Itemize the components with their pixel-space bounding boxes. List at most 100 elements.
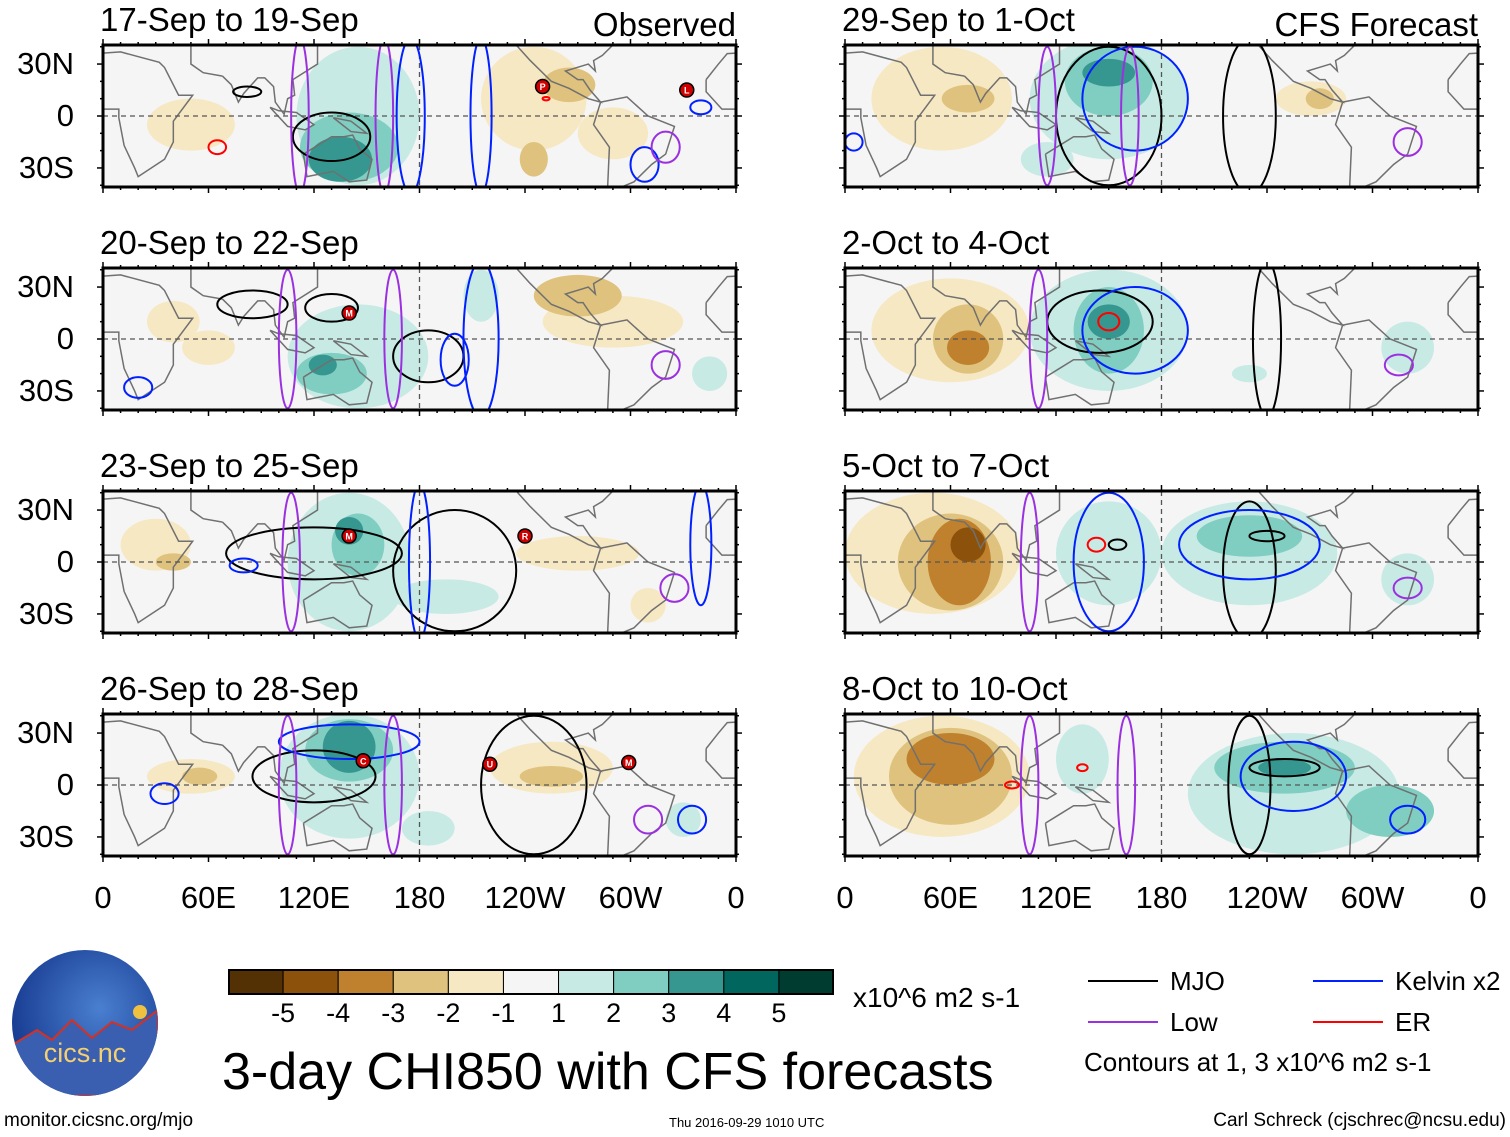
lon-tick-label: 120W [484,880,566,915]
colorbar-swatch [668,969,725,995]
coastline [845,720,937,847]
anomaly-shading [1346,785,1435,837]
lon-tick-label: 180 [1135,880,1188,915]
mjo-contour [304,292,359,323]
colorbar-label: 4 [716,998,732,1028]
storm-letter: M [625,758,633,768]
lat-tick-label: 0 [56,321,74,356]
legend-label: Low [1170,1007,1218,1037]
legend-line-low [1088,1021,1158,1023]
anomaly-shading [182,767,218,785]
lon-tick-label: 0 [836,880,854,915]
anomaly-shading [463,269,499,322]
lat-tick-label: 30N [17,269,74,305]
storm-letter: M [345,532,353,542]
low-contour [659,573,690,603]
low-contour [1028,268,1049,410]
anomaly-shading [946,330,990,365]
coastline [103,274,195,401]
mjo-contour [1248,758,1321,778]
low-contour [1019,491,1040,633]
coastline [269,552,316,577]
kelvin-contour [395,45,426,187]
anomaly-shading [906,733,995,785]
panel-title: 5-Oct to 7-Oct [842,447,1050,484]
anomaly-shading [146,300,200,343]
kelvin-contour [1072,491,1145,633]
colorbar-swatch [392,969,449,995]
kelvin-contour [228,557,259,574]
tropical-cyclone-icon: R [517,528,533,544]
coastline [332,116,370,135]
panel-title: 8-Oct to 10-Oct [842,670,1068,707]
coastline [1044,357,1115,406]
storm-letter: P [540,82,546,92]
footer-url[interactable]: monitor.cicsnc.org/mjo [4,1110,194,1131]
mjo-contour [225,526,403,581]
legend-label: Kelvin x2 [1395,966,1501,996]
anomaly-shading [1305,88,1334,110]
mjo-contour [1107,538,1128,551]
anomaly-shading [401,810,455,846]
low-contour [1120,45,1140,187]
kelvin-contour [629,146,660,183]
lon-tick-label: 120E [1019,880,1093,915]
anomaly-shading [542,67,596,103]
low-contour [1019,714,1040,856]
colorbar-swatch [502,969,560,995]
coastline [1074,562,1112,581]
low-contour [1037,45,1057,187]
legend-line-er [1313,1021,1383,1023]
lat-tick-label: 30S [18,372,74,408]
low-contour [1116,714,1137,856]
kelvin-contour [689,99,713,116]
lon-tick-label: 60W [598,880,663,915]
footer-author: Carl Schreck (cjschrec@ncsu.edu) [1213,1110,1506,1131]
coastline [515,714,614,773]
colorbar-swatch [778,969,834,995]
coastline [1044,803,1115,852]
lat-tick-label: 0 [56,544,74,579]
map-panel [839,39,1484,193]
legend-label: MJO [1170,966,1225,996]
colorbar-units: x10^6 m2 s-1 [853,982,1021,1013]
lon-tick-label: 60E [180,880,237,915]
colorbar-label: 2 [606,998,622,1028]
coastline [1334,96,1418,187]
colorbar-label: -3 [381,998,406,1028]
coastline [845,497,937,624]
lon-tick-label: 0 [94,880,112,915]
tropical-cyclone-icon: M [341,528,357,544]
er-contour [1086,536,1107,553]
storm-letter: U [487,760,494,770]
anomaly-shading [1231,364,1267,383]
coastline [1074,785,1112,804]
kelvin-contour [407,491,432,633]
lon-tick-label: 120E [277,880,351,915]
map-panel: M [97,262,742,416]
storm-letter: M [345,309,353,319]
map-panel [839,708,1484,862]
lon-tick-label: 0 [727,880,745,915]
lon-tick-label: 60W [1340,880,1405,915]
anomaly-shading [950,527,986,562]
low-contour [650,130,681,164]
low-contour [1383,353,1414,377]
mjo-contour [1222,500,1277,633]
coastline [190,491,319,563]
anomaly-shading [519,141,548,177]
coastline [103,497,195,624]
anomaly-shading [1381,321,1435,374]
anomaly-shading [665,802,701,837]
panel-title: 20-Sep to 22-Sep [100,224,359,261]
coastline [932,45,1061,117]
panel-title: 2-Oct to 4-Oct [842,224,1050,261]
coastline [190,45,319,117]
lon-tick-label: 180 [393,880,446,915]
anomaly-shading [533,274,622,317]
coastline [1044,580,1115,629]
mjo-contour [392,509,518,633]
lat-tick-label: 0 [56,767,74,802]
storm-letter: L [684,86,690,96]
